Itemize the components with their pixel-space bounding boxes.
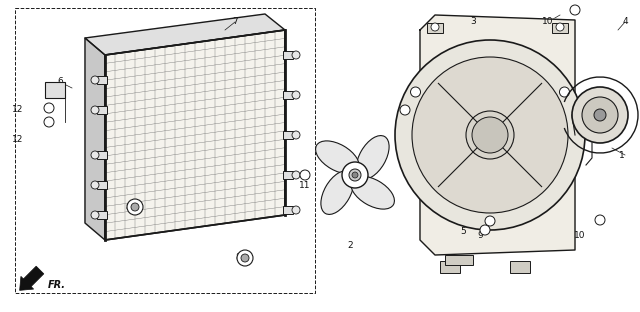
Text: 2: 2 bbox=[347, 241, 353, 251]
Polygon shape bbox=[420, 15, 575, 255]
Circle shape bbox=[570, 5, 580, 15]
Text: 12: 12 bbox=[12, 105, 24, 115]
Circle shape bbox=[466, 111, 514, 159]
Circle shape bbox=[400, 105, 410, 115]
Text: FR.: FR. bbox=[48, 280, 66, 290]
Circle shape bbox=[480, 225, 490, 235]
Circle shape bbox=[241, 254, 249, 262]
Circle shape bbox=[556, 23, 564, 31]
Circle shape bbox=[349, 169, 361, 181]
Circle shape bbox=[292, 91, 300, 99]
Circle shape bbox=[431, 23, 439, 31]
Text: 9: 9 bbox=[429, 110, 435, 119]
Polygon shape bbox=[85, 14, 285, 55]
Circle shape bbox=[395, 40, 585, 230]
Ellipse shape bbox=[316, 141, 359, 174]
Text: 10: 10 bbox=[574, 232, 586, 241]
Circle shape bbox=[91, 211, 99, 219]
Text: 1: 1 bbox=[619, 150, 625, 159]
Bar bbox=[97, 211, 107, 219]
Ellipse shape bbox=[356, 136, 389, 179]
Circle shape bbox=[91, 106, 99, 114]
Text: 6: 6 bbox=[57, 77, 63, 86]
Bar bbox=[45, 82, 65, 98]
Bar bbox=[427, 23, 443, 33]
Circle shape bbox=[91, 151, 99, 159]
Text: 4: 4 bbox=[622, 17, 628, 27]
Text: 3: 3 bbox=[470, 17, 476, 27]
Polygon shape bbox=[20, 266, 44, 290]
Circle shape bbox=[595, 215, 605, 225]
Circle shape bbox=[127, 199, 143, 215]
Text: 11: 11 bbox=[300, 181, 311, 189]
Bar bbox=[440, 261, 460, 273]
Bar bbox=[552, 23, 568, 33]
Bar bbox=[283, 206, 293, 214]
Circle shape bbox=[559, 87, 570, 97]
Bar bbox=[97, 106, 107, 114]
Bar bbox=[510, 261, 530, 273]
Circle shape bbox=[91, 181, 99, 189]
Ellipse shape bbox=[321, 171, 354, 214]
Text: 8: 8 bbox=[125, 202, 131, 212]
Circle shape bbox=[582, 97, 618, 133]
Circle shape bbox=[292, 131, 300, 139]
Polygon shape bbox=[85, 38, 105, 240]
Circle shape bbox=[410, 87, 420, 97]
Circle shape bbox=[472, 117, 508, 153]
Text: 9: 9 bbox=[477, 232, 483, 241]
Circle shape bbox=[131, 203, 139, 211]
Bar bbox=[283, 171, 293, 179]
Circle shape bbox=[44, 117, 54, 127]
Bar bbox=[97, 181, 107, 189]
Circle shape bbox=[44, 103, 54, 113]
Text: 7: 7 bbox=[232, 17, 238, 27]
Circle shape bbox=[292, 171, 300, 179]
Ellipse shape bbox=[351, 176, 394, 209]
Bar bbox=[283, 131, 293, 139]
Circle shape bbox=[485, 216, 495, 226]
Circle shape bbox=[352, 172, 358, 178]
Text: 8: 8 bbox=[235, 253, 241, 262]
Circle shape bbox=[237, 250, 253, 266]
Circle shape bbox=[91, 76, 99, 84]
Circle shape bbox=[594, 109, 606, 121]
Text: 12: 12 bbox=[12, 135, 24, 144]
Circle shape bbox=[342, 162, 368, 188]
Bar bbox=[97, 151, 107, 159]
Circle shape bbox=[292, 51, 300, 59]
Circle shape bbox=[292, 206, 300, 214]
Circle shape bbox=[572, 87, 628, 143]
Bar bbox=[445, 255, 473, 265]
Bar bbox=[283, 51, 293, 59]
Circle shape bbox=[300, 170, 310, 180]
Text: 10: 10 bbox=[542, 17, 554, 27]
Bar bbox=[97, 76, 107, 84]
Polygon shape bbox=[105, 30, 285, 240]
Text: 5: 5 bbox=[460, 227, 466, 236]
Bar bbox=[283, 91, 293, 99]
Circle shape bbox=[412, 57, 568, 213]
